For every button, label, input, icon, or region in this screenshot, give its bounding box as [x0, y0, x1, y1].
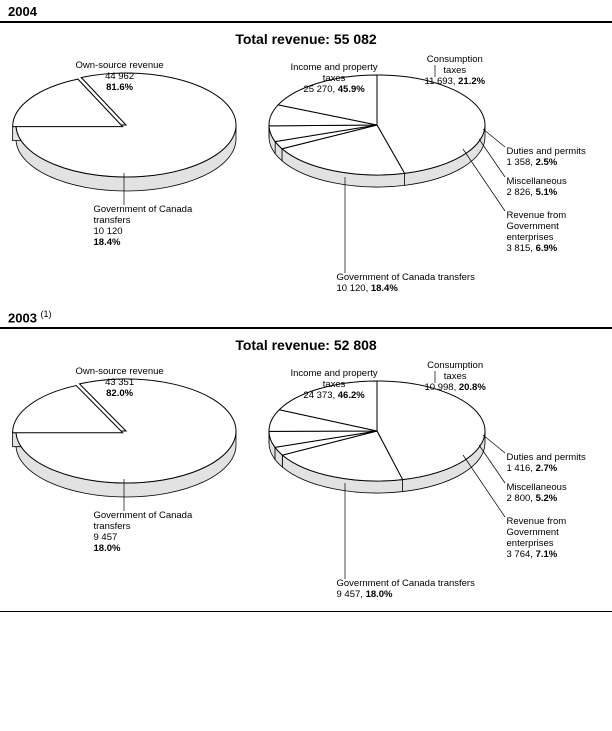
slice-label-goc: Government of Canada transfers9 457, 18.…	[337, 579, 475, 601]
slice-label-ent: Revenue from Governmententerprises3 815,…	[507, 211, 607, 255]
revenue-figure: 2004Total revenue: 55 082 Own-source reve…	[0, 0, 612, 612]
slice-label-con: Consumptiontaxes11 693, 21.2%	[425, 55, 486, 88]
slice-label-inc: Income and propertytaxes25 270, 45.9%	[291, 63, 378, 96]
year-header: 2003 (1)	[0, 305, 612, 329]
charts-row: Own-source revenue44 96281.6% Government …	[0, 51, 612, 305]
slice-label-dut: Duties and permits1 416, 2.7%	[507, 453, 586, 475]
charts-row: Own-source revenue43 35182.0% Government …	[0, 357, 612, 611]
left-pie: Own-source revenue43 35182.0% Government …	[6, 361, 246, 561]
slice-label-con: Consumptiontaxes10 998, 20.8%	[425, 361, 486, 394]
slice-label-inc: Income and propertytaxes24 373, 46.2%	[291, 369, 378, 402]
slice-label-own: Own-source revenue44 96281.6%	[76, 61, 164, 94]
slice-label-mis: Miscellaneous2 826, 5.1%	[507, 177, 567, 199]
slice-label-goc: Government of Canadatransfers9 45718.0%	[94, 511, 193, 555]
slice-label-mis: Miscellaneous2 800, 5.2%	[507, 483, 567, 505]
total-revenue: Total revenue: 55 082	[0, 23, 612, 51]
year-header: 2004	[0, 0, 612, 23]
right-pie: Income and propertytaxes25 270, 45.9% Con…	[257, 55, 607, 295]
slice-label-goc: Government of Canada transfers10 120, 18…	[337, 273, 475, 295]
slice-label-goc: Government of Canadatransfers10 12018.4%	[94, 205, 193, 249]
slice-label-own: Own-source revenue43 35182.0%	[76, 367, 164, 400]
slice-label-ent: Revenue from Governmententerprises3 764,…	[507, 517, 607, 561]
total-revenue: Total revenue: 52 808	[0, 329, 612, 357]
left-pie: Own-source revenue44 96281.6% Government …	[6, 55, 246, 255]
right-pie: Income and propertytaxes24 373, 46.2% Con…	[257, 361, 607, 601]
slice-label-dut: Duties and permits1 358, 2.5%	[507, 147, 586, 169]
